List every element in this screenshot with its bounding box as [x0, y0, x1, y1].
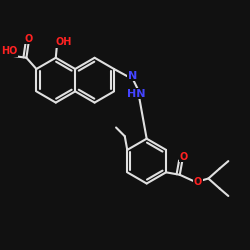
Text: OH: OH [56, 37, 72, 47]
Text: HO: HO [1, 46, 18, 56]
Text: HN: HN [127, 89, 146, 99]
Text: N: N [128, 71, 137, 81]
Text: O: O [24, 34, 32, 43]
Text: O: O [179, 152, 188, 162]
Text: O: O [194, 177, 202, 187]
